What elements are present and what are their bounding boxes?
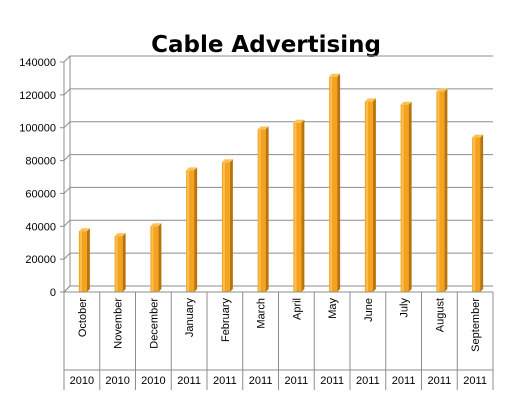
x-category-label: April: [291, 298, 303, 320]
bar-side: [122, 233, 126, 292]
bar-side: [229, 159, 233, 292]
bar-highlight: [473, 137, 476, 292]
bar-side: [480, 134, 484, 292]
y-tick-label: 20000: [25, 254, 56, 266]
x-category-label: September: [470, 298, 482, 352]
bar-side: [158, 223, 162, 292]
bar-side: [337, 73, 341, 293]
x-year-label: 2011: [177, 375, 201, 387]
gridline-diagonal: [63, 154, 71, 161]
bar-highlight: [79, 231, 82, 292]
gridline-diagonal: [63, 219, 71, 227]
x-category-label: March: [256, 298, 268, 329]
bar: [114, 236, 123, 292]
gridline-diagonal: [63, 88, 71, 96]
x-year-label: 2011: [320, 375, 344, 387]
y-tick-label: 140000: [19, 57, 56, 69]
gridline-diagonal: [63, 55, 71, 63]
bar-highlight: [365, 101, 368, 292]
y-tick-label: 80000: [25, 156, 56, 168]
y-axis-ticks: 0 20000 40000 60000 80000 100000 120000 140000: [19, 57, 64, 299]
bar-highlight: [294, 122, 297, 293]
x-category-label: June: [363, 298, 375, 322]
bar-top: [78, 228, 90, 232]
x-category-label: October: [77, 298, 89, 337]
bar: [364, 101, 373, 292]
bar-side: [408, 101, 412, 292]
gridline-diagonal: [63, 187, 71, 194]
bar: [221, 162, 230, 292]
y-tick-label: 0: [50, 287, 56, 299]
bar-highlight: [115, 236, 118, 292]
x-axis: October 2010 November 2010 December 2010 Janua…: [63, 291, 494, 390]
bar: [293, 122, 302, 293]
gridline-diagonal: [63, 121, 71, 129]
bar: [150, 226, 159, 292]
x-year-label: 2011: [285, 375, 309, 387]
x-category-label: August: [434, 298, 446, 332]
x-year-label: 2011: [356, 375, 380, 387]
bar-top: [364, 98, 376, 102]
bar-highlight: [401, 104, 404, 292]
bar-top: [329, 73, 341, 77]
bar-top: [293, 119, 305, 123]
x-year-label: 2011: [249, 375, 273, 387]
chart-title: Cable Advertising: [151, 32, 381, 58]
x-category-label: January: [184, 298, 196, 338]
y-tick-label: 60000: [25, 188, 56, 200]
x-year-label: 2010: [70, 375, 94, 387]
grid-lines: [63, 55, 493, 293]
x-category-label: July: [399, 298, 411, 318]
bar-side: [301, 119, 305, 293]
bar-highlight: [330, 76, 333, 293]
bar-top: [257, 126, 269, 130]
bar: [78, 231, 87, 292]
bar-highlight: [437, 91, 440, 292]
bar-side: [194, 167, 198, 292]
y-tick-label: 100000: [19, 123, 56, 135]
bar-side: [86, 228, 90, 292]
x-year-label: 2010: [141, 375, 165, 387]
gridline-diagonal: [63, 252, 71, 260]
y-tick-label: 40000: [25, 221, 56, 233]
x-year-label: 2011: [392, 375, 416, 387]
bar: [257, 129, 266, 292]
bar-highlight: [222, 162, 225, 292]
x-category-label: May: [327, 298, 339, 319]
bar: [400, 104, 409, 292]
bar-highlight: [187, 170, 190, 292]
bar-top: [114, 233, 126, 237]
gridline-diagonal: [63, 285, 71, 293]
x-category-label: November: [113, 298, 125, 349]
bar: [472, 137, 481, 292]
bar-top: [221, 159, 233, 163]
bar: [329, 76, 338, 293]
x-category-label: February: [220, 298, 232, 343]
bar-top: [436, 88, 448, 92]
x-year-label: 2011: [428, 375, 452, 387]
y-tick-label: 120000: [19, 90, 56, 102]
bar-top: [150, 223, 162, 227]
bars: [78, 73, 484, 293]
bar: [186, 170, 195, 292]
bar-side: [372, 98, 376, 292]
bar-top: [186, 167, 198, 171]
bar-highlight: [258, 129, 261, 292]
bar-top: [400, 101, 412, 105]
bar: [436, 91, 445, 292]
x-category-label: December: [148, 298, 160, 349]
x-year-label: 2011: [213, 375, 237, 387]
bar-top: [472, 134, 484, 138]
x-year-label: 2011: [463, 375, 487, 387]
x-year-label: 2010: [105, 375, 129, 387]
bar-highlight: [151, 226, 154, 292]
bar-side: [444, 88, 448, 292]
bar-side: [265, 126, 269, 292]
